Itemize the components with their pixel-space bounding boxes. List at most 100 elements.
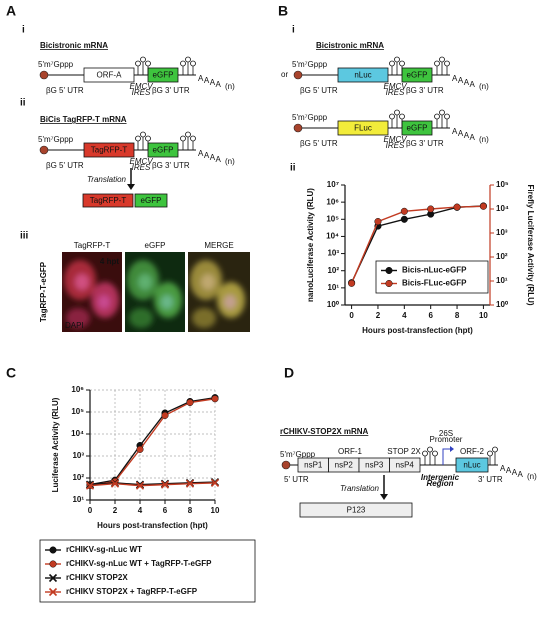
panel-letter: B [278,3,288,19]
ires-label: IRES [132,163,151,172]
x-marker [160,480,170,489]
utr5-label: βG 5' UTR [300,139,338,148]
stem-loop [492,446,498,453]
stem-loop [180,60,186,67]
stem-loop [439,109,445,116]
point [385,279,393,288]
cap-label: 5'm⁷Gppp [38,60,74,69]
orf-box [83,67,135,83]
y-tick-label: 10³ [327,249,339,258]
stem-loop [487,450,493,457]
y2-tick-label: 10⁴ [496,204,509,213]
stem-loop [427,446,433,453]
promoter-arrow [442,448,451,465]
y-tick-label: 10¹ [72,495,84,504]
channel-label: MERGE [204,241,233,250]
utr5-label: βG 5' UTR [46,161,84,170]
ires-label: EMCV [383,135,407,144]
stem-loop [444,113,450,120]
y-tick-label: 10⁷ [327,180,339,189]
x-tick-label: 4 [402,311,407,320]
stem-loop [432,450,438,457]
nsp-label: nsP1 [304,461,323,470]
stem-loop [399,60,405,67]
arrow-head [380,494,388,500]
x-tick-label: 6 [163,506,168,515]
series-line [89,482,216,487]
channel-label: TagRFP-T [74,241,111,250]
stem-loop [439,56,445,63]
point [400,207,408,215]
stem-loop [140,131,146,138]
stem-loop [190,135,196,142]
y-tick-label: 10² [327,266,339,275]
construct-title: rCHIKV-STOP2X mRNA [280,427,369,436]
point [211,395,219,403]
side-label: TagRFP-T-eGFP [39,261,48,322]
utr3-label: βG 3' UTR [152,161,190,170]
y-axis-label: nanoLuciferase Activity (RLU) [306,188,315,302]
legend-label: Bicis-FLuc-eGFP [402,279,467,288]
y-tick-label: 10⁴ [71,429,84,438]
utr3-label: βG 3' UTR [406,139,444,148]
stem-loop [135,135,141,142]
promoter-arrow-head [450,446,454,452]
cap-label: 5'm⁷Gppp [292,113,328,122]
x-marker [185,479,195,488]
stem-loop [434,113,440,120]
orf-label: eGFP [153,71,174,80]
panel-numeral: iii [20,231,29,242]
stem-loop [399,113,405,120]
orf-label: FLuc [354,124,372,133]
x-marker [85,481,95,490]
poly-a-length: (n) [225,82,235,91]
micrograph-merge [188,252,250,332]
point [400,215,408,223]
legend-box [375,260,489,294]
point [374,217,382,226]
cap-label: 5'm⁷Gppp [292,60,328,69]
orf-label: ORF-A [97,71,123,80]
orf-label: TagRFP-T [91,146,128,155]
stem-loop [394,109,400,116]
orf-box [83,142,135,158]
ires-label: EMCV [383,82,407,91]
x-marker [210,478,220,487]
x-tick-label: 0 [349,311,354,320]
product-box [82,193,134,208]
poly-a-length: (n) [225,157,235,166]
ires-label: EMCV [129,82,153,91]
orf-box [337,67,389,83]
y2-tick-label: 10² [496,252,508,261]
x-marker [135,481,145,490]
cap [39,70,49,80]
orf-label: eGFP [153,146,174,155]
panel-letter: C [6,365,16,381]
orf-label: eGFP [407,124,428,133]
construct-title: Bicistronic mRNA [40,41,108,50]
cap [39,145,49,155]
panel-numeral: ii [290,163,296,174]
y-tick-label: 10² [72,473,84,482]
time-label: 4 hpt [100,257,119,266]
stem-loop [389,113,395,120]
utr5-label: 5' UTR [284,475,309,484]
y2-axis-label: Firefly Luciferase Activity (RLU) [526,184,535,305]
stem-loop [422,450,428,457]
product-label: TagRFP-T [90,196,127,205]
x-marker [48,573,58,583]
cap-label: 5'm⁷Gppp [38,135,74,144]
utr5-label: βG 5' UTR [300,86,338,95]
panel-letter: D [284,365,294,381]
stem-loop [389,60,395,67]
y2-tick-label: 10¹ [496,276,508,285]
stem-loop [185,56,191,63]
y2-tick-label: 10⁵ [496,180,509,189]
y-tick-label: 10⁶ [326,197,339,206]
product-box [134,193,168,208]
cap [293,70,303,80]
y-tick-label: 10⁵ [326,214,339,223]
x-tick-label: 0 [88,506,93,515]
point [136,445,144,453]
x-tick-label: 6 [428,311,433,320]
